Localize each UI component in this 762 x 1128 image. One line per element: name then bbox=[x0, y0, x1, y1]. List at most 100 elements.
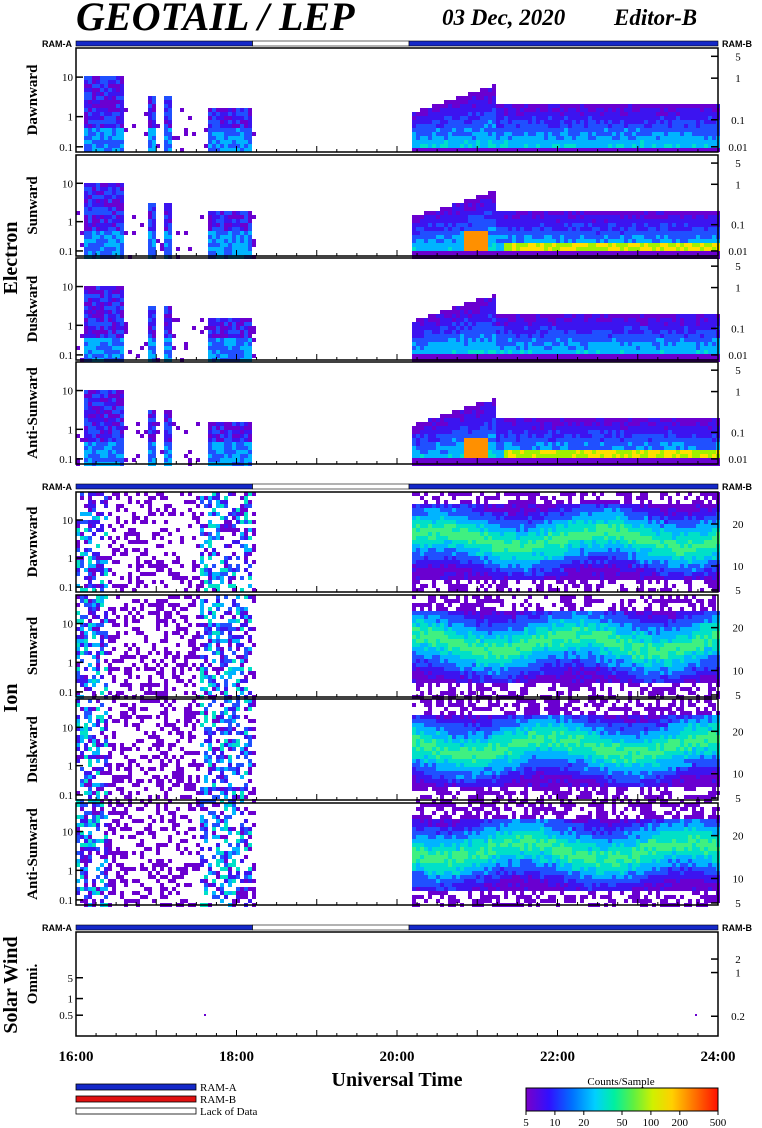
panel-label: Sunward bbox=[25, 616, 41, 675]
ram-segment bbox=[252, 483, 410, 490]
ram-segment bbox=[252, 40, 410, 47]
ram-segment bbox=[252, 924, 410, 931]
y-tick-label-right: 10 bbox=[733, 769, 745, 781]
ram-label-left: RAM-A bbox=[42, 923, 72, 933]
panel-electron-dawnward: Dawnward 10 1 0.1 5 1 0.1 0.01 bbox=[25, 47, 748, 154]
colorbar-tick-label: 50 bbox=[617, 1117, 629, 1128]
x-tick-label: 22:00 bbox=[540, 1049, 575, 1065]
solar-wind-point bbox=[204, 1014, 206, 1016]
y-tick-label-left: 0.1 bbox=[59, 350, 73, 362]
y-tick-label-left: 10 bbox=[62, 827, 74, 839]
y-tick-label-right: 0.01 bbox=[728, 454, 747, 466]
y-tick-label-right: 1 bbox=[735, 73, 741, 85]
solar-wind-point bbox=[695, 1014, 697, 1016]
x-tick-label: 24:00 bbox=[701, 1049, 736, 1065]
panel-ion-anti-sunward: Anti-Sunward 10 1 0.1 20 10 5 bbox=[25, 802, 745, 910]
y-tick-label-right: 10 bbox=[733, 873, 745, 885]
panel-electron-sunward: Sunward 10 1 0.1 5 1 0.1 0.01 bbox=[25, 154, 748, 259]
y-tick-label-left: 10 bbox=[62, 72, 74, 84]
y-tick-label-left: 1 bbox=[68, 217, 74, 229]
y-tick-label-right: 5 bbox=[735, 793, 741, 805]
legend-swatch-lack-of-data bbox=[75, 1107, 197, 1115]
legend-swatch-ram-a bbox=[75, 1083, 197, 1091]
y-tick-label-right: 5 bbox=[735, 261, 741, 273]
y-tick-label-right: 0.2 bbox=[731, 1011, 745, 1023]
y-tick-label-left: 1 bbox=[68, 994, 74, 1006]
panel-ion-dawnward: Dawnward 10 1 0.1 20 10 5 bbox=[25, 491, 745, 597]
ram-status-bars: RAM-A RAM-B RAM-A RAM-B RAM-A RAM-B bbox=[42, 39, 752, 933]
colorbar-tick-label: 5 bbox=[523, 1117, 529, 1128]
ram-segment bbox=[408, 924, 719, 931]
y-tick-label-left: 10 bbox=[62, 515, 74, 527]
ram-label-right: RAM-B bbox=[722, 923, 752, 933]
y-tick-label-left: 0.5 bbox=[59, 1010, 73, 1022]
y-tick-label-left: 0.1 bbox=[59, 895, 73, 907]
panel-label: Dawnward bbox=[25, 506, 41, 577]
colorbar-title: Counts/Sample bbox=[587, 1076, 654, 1088]
panel-label: Anti-Sunward bbox=[25, 367, 41, 459]
y-tick-label-left: 1 bbox=[68, 553, 74, 565]
legend-swatch-ram-b bbox=[75, 1095, 197, 1103]
x-tick-label: 16:00 bbox=[59, 1049, 94, 1065]
panel-solar_wind-omni-: Omni. 5 1 0.5 2 1 0.2 bbox=[25, 931, 745, 1037]
y-tick-label-left: 10 bbox=[62, 282, 74, 294]
y-tick-label-left: 1 bbox=[68, 112, 74, 124]
y-tick-label-right: 1 bbox=[735, 179, 741, 191]
y-tick-label-right: 5 bbox=[735, 898, 741, 910]
ram-status-bar-0: RAM-A RAM-B bbox=[42, 39, 752, 49]
legend-label-ram-a: RAM-A bbox=[200, 1082, 237, 1094]
y-tick-label-right: 20 bbox=[733, 831, 745, 843]
y-tick-label-left: 0.1 bbox=[59, 142, 73, 154]
ram-status-bar-2: RAM-A RAM-B bbox=[42, 923, 752, 933]
y-tick-label-left: 10 bbox=[62, 619, 74, 631]
ram-segment bbox=[75, 483, 253, 490]
panel-ion-duskward: Duskward 10 1 0.1 20 10 5 bbox=[25, 698, 745, 805]
y-tick-label-left: 0.1 bbox=[59, 246, 73, 258]
x-tick-label: 20:00 bbox=[380, 1049, 415, 1065]
y-tick-label-right: 0.01 bbox=[728, 142, 747, 154]
group-label-solar-wind: Solar Wind bbox=[0, 936, 22, 1033]
legend: RAM-A RAM-B Lack of Data bbox=[75, 1082, 258, 1118]
y-tick-label-right: 0.1 bbox=[731, 323, 745, 335]
ram-label-left: RAM-A bbox=[42, 482, 72, 492]
group-label-electron: Electron bbox=[0, 222, 22, 295]
y-tick-label-left: 10 bbox=[62, 722, 74, 734]
y-tick-label-left: 1 bbox=[68, 424, 74, 436]
colorbar-tick-label: 10 bbox=[549, 1117, 561, 1128]
y-tick-label-right: 1 bbox=[735, 283, 741, 295]
panel-label: Anti-Sunward bbox=[25, 808, 41, 900]
y-tick-label-left: 1 bbox=[68, 657, 74, 669]
y-tick-label-right: 0.1 bbox=[731, 220, 745, 232]
panel-label: Duskward bbox=[25, 715, 41, 782]
colorbar-tick-label: 500 bbox=[710, 1117, 727, 1128]
y-tick-label-right: 20 bbox=[733, 726, 745, 738]
panel-frame bbox=[75, 931, 719, 1037]
panel-label: Dawnward bbox=[25, 64, 41, 135]
y-tick-label-right: 5 bbox=[735, 365, 741, 377]
panel-ion-sunward: Sunward 10 1 0.1 20 10 5 bbox=[25, 594, 745, 702]
colorbar-gradient bbox=[525, 1087, 719, 1112]
y-tick-label-right: 10 bbox=[733, 561, 745, 573]
panel-electron-anti-sunward: Anti-Sunward 10 1 0.1 5 1 0.1 0.01 bbox=[25, 361, 748, 466]
y-tick-label-left: 5 bbox=[68, 973, 74, 985]
y-tick-label-left: 1 bbox=[68, 761, 74, 773]
y-tick-label-left: 0.1 bbox=[59, 454, 73, 466]
ram-segment bbox=[75, 40, 253, 47]
ram-label-left: RAM-A bbox=[42, 39, 72, 49]
y-tick-label-right: 5 bbox=[735, 585, 741, 597]
panel-electron-duskward: Duskward 10 1 0.1 5 1 0.1 0.01 bbox=[25, 257, 748, 362]
y-tick-label-right: 0.01 bbox=[728, 246, 747, 258]
group-label-ion: Ion bbox=[0, 684, 22, 713]
panel-label: Duskward bbox=[25, 275, 41, 342]
y-tick-label-right: 20 bbox=[733, 519, 745, 531]
y-tick-label-left: 1 bbox=[68, 865, 74, 877]
colorbar-tick-label: 100 bbox=[643, 1117, 660, 1128]
y-tick-label-right: 0.01 bbox=[728, 350, 747, 362]
y-tick-label-left: 0.1 bbox=[59, 790, 73, 802]
ram-label-right: RAM-B bbox=[722, 482, 752, 492]
y-tick-label-right: 0.1 bbox=[731, 115, 745, 127]
chart-date: 03 Dec, 2020 bbox=[442, 5, 566, 30]
y-tick-label-right: 20 bbox=[733, 623, 745, 635]
panels-layer: Dawnward 10 1 0.1 5 1 0.1 0.01 Sunward 10 1 0.1 5 1 0.… bbox=[25, 47, 748, 1037]
